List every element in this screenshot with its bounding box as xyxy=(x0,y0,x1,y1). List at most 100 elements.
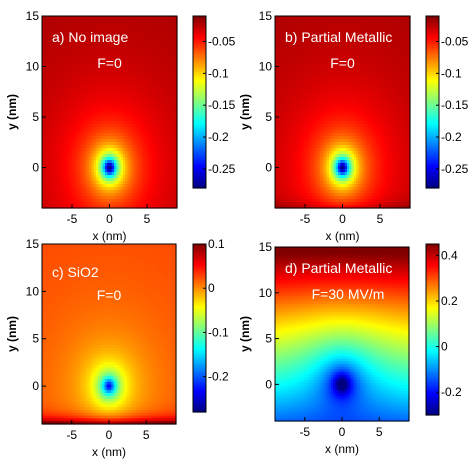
heatmap-cell xyxy=(91,133,95,137)
heatmap-cell xyxy=(89,88,93,92)
heatmap-cell xyxy=(69,19,72,23)
heatmap-cell xyxy=(102,67,106,71)
heatmap-cell xyxy=(53,145,57,149)
heatmap-cell xyxy=(159,94,162,98)
heatmap-cell xyxy=(170,148,174,152)
heatmap-cell xyxy=(107,43,111,47)
heatmap-cell xyxy=(107,121,111,125)
heatmap-cell xyxy=(120,124,124,128)
heatmap-cell xyxy=(82,55,86,59)
heatmap-cell xyxy=(82,16,86,20)
heatmap-cell xyxy=(53,109,57,113)
heatmap-cell xyxy=(145,67,149,71)
heatmap-cell xyxy=(134,100,138,104)
heatmap-cell xyxy=(161,88,165,92)
heatmap-cell xyxy=(150,97,153,101)
heatmap-cell xyxy=(138,118,142,122)
heatmap-cell xyxy=(48,19,52,23)
heatmap-cell xyxy=(174,136,178,140)
heatmap-cell xyxy=(163,109,167,113)
heatmap-cell xyxy=(156,100,160,104)
heatmap-cell xyxy=(51,34,54,38)
heatmap-cell xyxy=(66,16,70,20)
heatmap-cell xyxy=(82,43,86,47)
heatmap-cell xyxy=(64,154,68,158)
heatmap-cell xyxy=(102,121,106,125)
heatmap-cell xyxy=(165,64,169,68)
heatmap-cell xyxy=(93,73,97,77)
heatmap-cell xyxy=(62,37,66,41)
heatmap-cell xyxy=(96,121,99,125)
heatmap-cell xyxy=(91,37,95,41)
heatmap-cell xyxy=(53,103,57,107)
heatmap-cell xyxy=(82,91,86,95)
heatmap-cell xyxy=(80,100,84,104)
heatmap-cell xyxy=(73,58,77,62)
heatmap-cell xyxy=(136,61,140,65)
heatmap-cell xyxy=(159,112,162,116)
heatmap-cell xyxy=(82,160,86,164)
heatmap-cell xyxy=(75,76,79,80)
heatmap-cell xyxy=(172,64,176,68)
heatmap-cell xyxy=(98,46,102,50)
heatmap-cell xyxy=(51,136,54,140)
heatmap-cell xyxy=(78,121,81,125)
heatmap-cell xyxy=(91,40,95,44)
heatmap-cell xyxy=(134,151,138,155)
heatmap-cell xyxy=(120,109,124,113)
heatmap-cell xyxy=(138,148,142,152)
heatmap-cell xyxy=(46,97,50,101)
heatmap-cell xyxy=(100,43,104,47)
heatmap-cell xyxy=(170,160,174,164)
heatmap-cell xyxy=(84,136,88,140)
heatmap-cell xyxy=(98,103,102,107)
heatmap-cell xyxy=(53,124,57,128)
heatmap-cell xyxy=(120,115,124,119)
heatmap-cell xyxy=(82,40,86,44)
heatmap-cell xyxy=(57,115,61,119)
heatmap-cell xyxy=(64,79,68,83)
heatmap-cell xyxy=(93,31,97,35)
heatmap-cell xyxy=(98,130,102,134)
heatmap-cell xyxy=(168,22,171,26)
heatmap-cell xyxy=(114,148,117,152)
heatmap-cell xyxy=(154,157,158,161)
heatmap-cell xyxy=(107,64,111,68)
heatmap-cell xyxy=(118,103,122,107)
heatmap-cell xyxy=(64,82,68,86)
heatmap-cell xyxy=(170,124,174,128)
heatmap-cell xyxy=(125,64,129,68)
heatmap-cell xyxy=(62,136,66,140)
heatmap-cell xyxy=(141,109,144,113)
heatmap-cell xyxy=(163,22,167,26)
heatmap-cell xyxy=(51,106,54,110)
heatmap-cell xyxy=(93,37,97,41)
heatmap-cell xyxy=(82,136,86,140)
heatmap-cell xyxy=(156,103,160,107)
heatmap-cell xyxy=(141,70,144,74)
heatmap-cell xyxy=(80,67,84,71)
heatmap-cell xyxy=(96,106,99,110)
heatmap-cell xyxy=(96,76,99,80)
heatmap-cell xyxy=(64,46,68,50)
heatmap-cell xyxy=(147,106,151,110)
heatmap-cell xyxy=(118,100,122,104)
heatmap-cell xyxy=(125,163,129,167)
heatmap-cell xyxy=(143,19,147,23)
heatmap-cell xyxy=(105,145,108,149)
heatmap-cell xyxy=(143,106,147,110)
heatmap-cell xyxy=(111,169,115,173)
heatmap-cell xyxy=(156,160,160,164)
heatmap-cell xyxy=(75,103,79,107)
heatmap-cell xyxy=(48,16,52,20)
heatmap-cell xyxy=(172,121,176,125)
heatmap-cell xyxy=(172,124,176,128)
heatmap-cell xyxy=(100,73,104,77)
heatmap-cell xyxy=(116,25,120,29)
heatmap-cell xyxy=(71,163,75,167)
heatmap-cell xyxy=(42,169,45,173)
heatmap-cell xyxy=(73,76,77,80)
heatmap-cell xyxy=(96,109,99,113)
heatmap-cell xyxy=(87,136,90,140)
heatmap-cell xyxy=(42,49,45,53)
